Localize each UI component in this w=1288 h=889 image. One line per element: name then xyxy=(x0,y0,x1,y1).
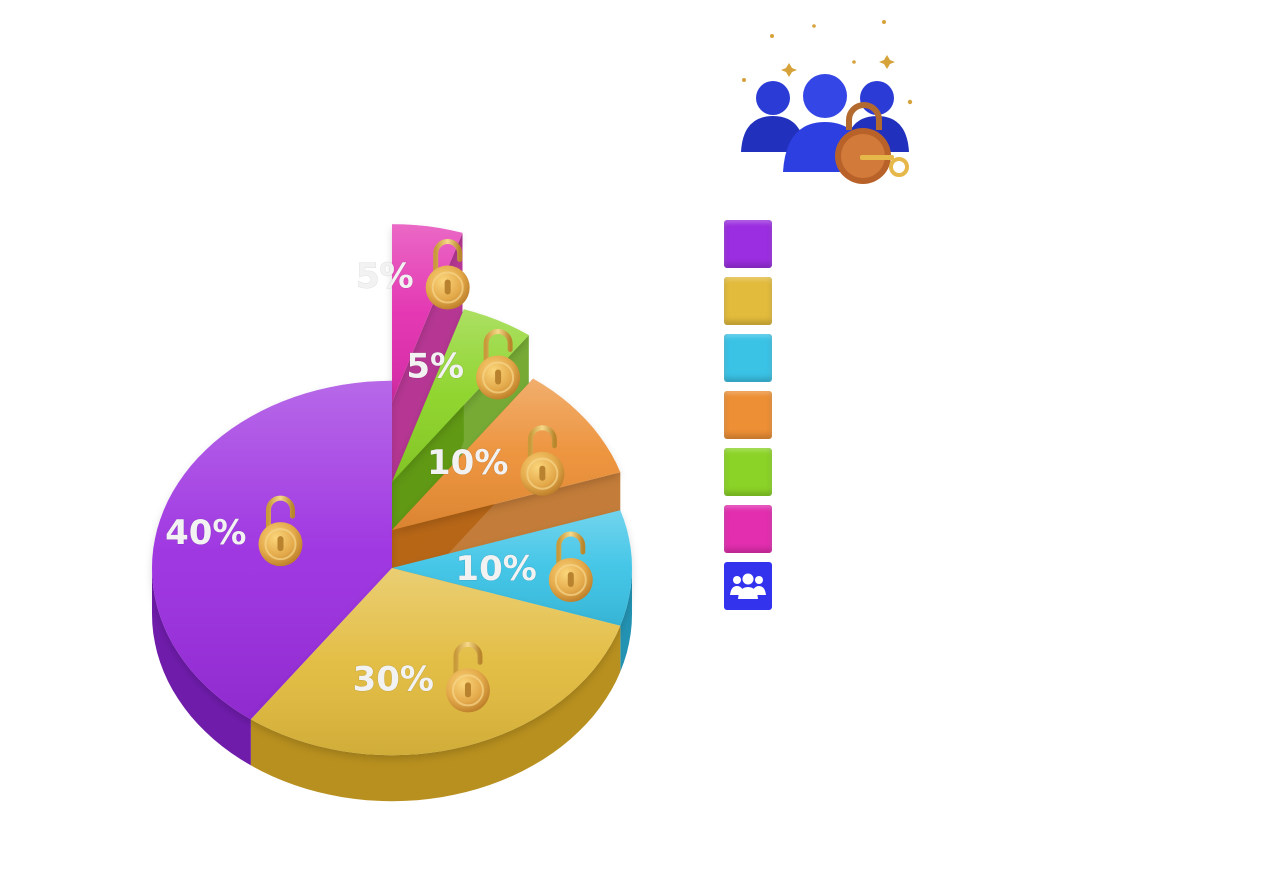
legend-swatch-3 xyxy=(724,391,772,439)
legend-swatch-5 xyxy=(724,505,772,553)
users-group-icon xyxy=(724,562,772,610)
padlock-icon xyxy=(520,425,565,496)
slice-side-0 xyxy=(152,568,251,766)
legend-swatch-4 xyxy=(724,448,772,496)
legend xyxy=(724,220,772,610)
slice-shine-1 xyxy=(250,568,621,756)
padlock-icon xyxy=(258,495,303,567)
slice-padlocks xyxy=(258,239,593,713)
padlock-icon xyxy=(548,531,593,602)
slice-label-3: 10% xyxy=(427,443,508,483)
slice-label-5: 5% xyxy=(356,257,414,297)
slice-shine-3 xyxy=(392,378,621,530)
legend-swatch-0 xyxy=(724,220,772,268)
legend-swatch-1 xyxy=(724,277,772,325)
legend-swatch-2 xyxy=(724,334,772,382)
padlock-icon xyxy=(445,641,490,713)
slice-labels: 5% 5% 40% 10% 10% 30% xyxy=(165,256,538,700)
slice-label-4: 5% xyxy=(406,347,464,387)
slice-label-0: 40% xyxy=(165,513,246,553)
slice-side-2 xyxy=(620,568,632,672)
slice-label-2: 10% xyxy=(455,549,536,589)
padlock-icon xyxy=(476,329,521,400)
slice-side-1 xyxy=(250,625,621,802)
slice-shine-4 xyxy=(392,309,529,482)
users-with-padlock-and-key-icon xyxy=(741,20,913,184)
slice-label-1: 30% xyxy=(353,659,434,699)
padlock-icon xyxy=(425,239,470,310)
